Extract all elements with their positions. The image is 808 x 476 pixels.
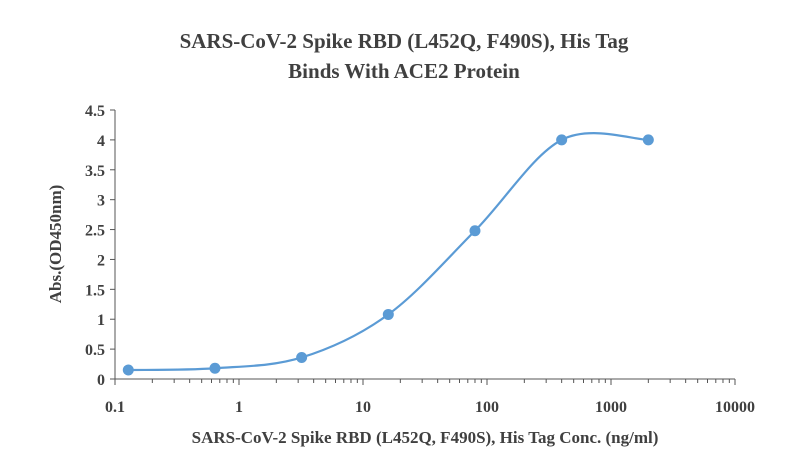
y-tick-label: 1.5 — [85, 282, 105, 299]
axes-layer: 0 0.5 1 1.5 2 2.5 3 3.5 4 4.5 0.1 1 10 100 1000 10000 — [85, 103, 755, 416]
fit-curve — [128, 132, 649, 372]
curve-layer — [128, 132, 649, 372]
points-layer — [122, 134, 654, 376]
y-tick-label: 3.5 — [85, 163, 105, 180]
x-tick-label: 1000 — [595, 399, 627, 416]
y-tick-label: 3 — [97, 193, 105, 210]
y-tick-label: 4.5 — [85, 103, 105, 120]
data-point — [556, 134, 568, 146]
y-tick-label: 0 — [97, 372, 105, 389]
x-tick-label: 10 — [355, 399, 371, 416]
x-axis-label: SARS-CoV-2 Spike RBD (L452Q, F490S), His… — [192, 428, 659, 447]
y-tick-label: 4 — [97, 133, 105, 150]
y-tick-label: 2.5 — [85, 223, 105, 240]
data-point — [122, 364, 134, 376]
y-tick-label: 1 — [97, 312, 105, 329]
y-tick-label: 0.5 — [85, 342, 105, 359]
data-point — [469, 225, 481, 237]
x-tick-label: 1 — [235, 399, 243, 416]
data-point — [382, 308, 394, 320]
data-point — [642, 134, 654, 146]
y-tick-label: 2 — [97, 252, 105, 269]
x-tick-label: 0.1 — [105, 399, 125, 416]
chart-title-line-1: SARS-CoV-2 Spike RBD (L452Q, F490S), His… — [180, 29, 629, 53]
chart-title-line-2: Binds With ACE2 Protein — [288, 59, 520, 83]
data-point — [296, 351, 308, 363]
x-tick-label: 10000 — [715, 399, 755, 416]
x-tick-label: 100 — [475, 399, 499, 416]
y-axis-label: Abs.(OD450nm) — [46, 185, 65, 304]
data-point — [209, 362, 221, 374]
